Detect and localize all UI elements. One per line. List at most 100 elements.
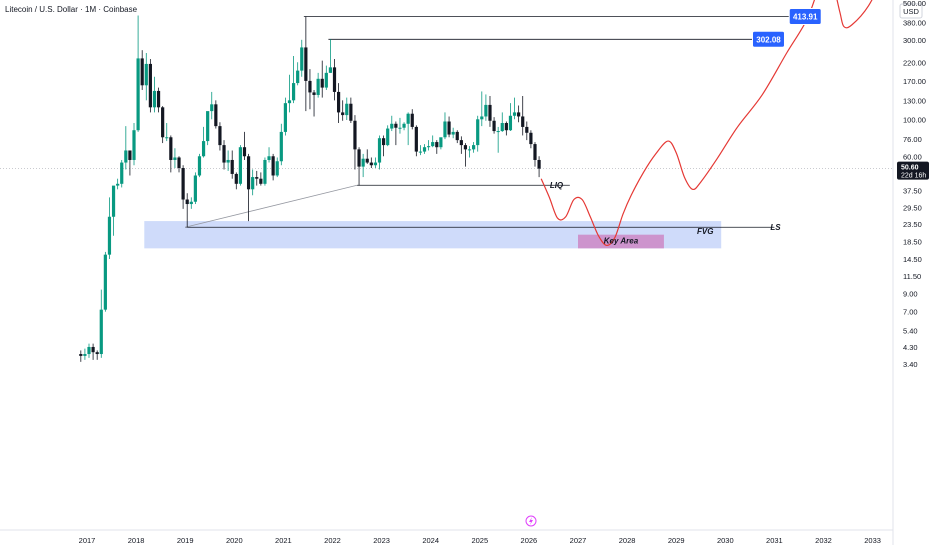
candle-body[interactable] xyxy=(238,147,242,184)
candle-body[interactable] xyxy=(365,158,369,163)
candle-body[interactable] xyxy=(279,131,283,162)
price-tag-302-08[interactable] xyxy=(751,30,785,48)
candle-body[interactable] xyxy=(197,156,202,176)
candle-body[interactable] xyxy=(533,144,537,160)
candle-body[interactable] xyxy=(218,126,222,146)
candle-body[interactable] xyxy=(349,103,353,121)
candle-body[interactable] xyxy=(422,147,427,152)
candle-body[interactable] xyxy=(193,175,197,202)
candle-body[interactable] xyxy=(357,149,361,167)
candle-body[interactable] xyxy=(312,92,316,95)
candle-body[interactable] xyxy=(521,116,525,127)
candle-body[interactable] xyxy=(455,131,459,141)
candle-body[interactable] xyxy=(316,78,320,95)
candle-body[interactable] xyxy=(467,149,472,151)
candle-body[interactable] xyxy=(398,127,402,129)
candle-body[interactable] xyxy=(472,145,476,150)
candle-body[interactable] xyxy=(263,159,267,184)
candle-body[interactable] xyxy=(161,107,165,138)
candle-body[interactable] xyxy=(124,150,128,163)
candle-body[interactable] xyxy=(537,159,541,169)
candle-body[interactable] xyxy=(177,157,181,169)
candle-body[interactable] xyxy=(373,162,378,166)
candle-body[interactable] xyxy=(230,159,234,174)
candle-body[interactable] xyxy=(165,137,169,139)
candle-body[interactable] xyxy=(443,121,447,138)
candle-body[interactable] xyxy=(500,123,504,132)
candle-body[interactable] xyxy=(463,145,468,150)
candle-body[interactable] xyxy=(99,309,103,355)
candle-body[interactable] xyxy=(152,90,157,108)
candle-body[interactable] xyxy=(308,80,312,93)
candle-body[interactable] xyxy=(267,156,271,160)
candle-body[interactable] xyxy=(300,47,304,71)
currency-box[interactable] xyxy=(899,3,923,19)
candle-body[interactable] xyxy=(242,147,247,157)
candle-body[interactable] xyxy=(504,123,508,131)
candle-body[interactable] xyxy=(234,173,238,184)
candle-body[interactable] xyxy=(386,128,390,146)
candle-body[interactable] xyxy=(128,150,132,160)
candle-body[interactable] xyxy=(226,159,230,163)
candle-body[interactable] xyxy=(447,121,451,135)
candle-body[interactable] xyxy=(382,138,386,146)
candle-body[interactable] xyxy=(144,63,148,86)
candle-body[interactable] xyxy=(103,254,107,310)
trendline[interactable] xyxy=(185,184,358,228)
candle-body[interactable] xyxy=(181,168,185,200)
candle-body[interactable] xyxy=(136,58,140,131)
candle-body[interactable] xyxy=(185,199,189,205)
candle-body[interactable] xyxy=(116,183,120,186)
candle-body[interactable] xyxy=(394,123,398,128)
candle-body[interactable] xyxy=(435,142,439,148)
candle-body[interactable] xyxy=(390,123,394,129)
candle-body[interactable] xyxy=(492,120,496,132)
candle-body[interactable] xyxy=(83,354,87,356)
candle-body[interactable] xyxy=(304,47,308,81)
candle-body[interactable] xyxy=(291,83,296,101)
candle-body[interactable] xyxy=(369,162,373,166)
candle-body[interactable] xyxy=(91,346,95,353)
projection-path[interactable] xyxy=(540,0,897,247)
candle-body[interactable] xyxy=(451,131,455,135)
candle-body[interactable] xyxy=(259,178,263,184)
candle-body[interactable] xyxy=(87,346,91,355)
candle-body[interactable] xyxy=(107,216,112,255)
candle-body[interactable] xyxy=(246,156,251,190)
candle-body[interactable] xyxy=(431,142,435,147)
candle-body[interactable] xyxy=(480,116,484,120)
candle-body[interactable] xyxy=(255,177,259,179)
candle-body[interactable] xyxy=(320,78,324,88)
candle-body[interactable] xyxy=(169,137,173,160)
candle-body[interactable] xyxy=(148,63,152,108)
candle-body[interactable] xyxy=(201,141,206,157)
candle-body[interactable] xyxy=(251,177,255,190)
candle-body[interactable] xyxy=(287,100,292,104)
candle-body[interactable] xyxy=(406,113,410,124)
candle-body[interactable] xyxy=(283,103,287,132)
current-price-box[interactable] xyxy=(897,161,929,180)
candle-body[interactable] xyxy=(173,157,177,160)
candle-body[interactable] xyxy=(222,145,226,163)
candle-body[interactable] xyxy=(140,58,144,86)
candle-body[interactable] xyxy=(529,132,533,145)
candle-body[interactable] xyxy=(496,131,500,133)
candle-body[interactable] xyxy=(353,120,357,150)
candle-body[interactable] xyxy=(79,354,83,356)
candle-body[interactable] xyxy=(402,123,406,128)
candle-body[interactable] xyxy=(332,67,337,92)
candle-body[interactable] xyxy=(156,90,161,108)
candle-body[interactable] xyxy=(488,104,492,121)
price-tag-413-91[interactable] xyxy=(788,8,822,26)
candle-body[interactable] xyxy=(210,104,214,112)
candle-body[interactable] xyxy=(517,112,521,117)
candle-body[interactable] xyxy=(120,162,124,184)
candle-body[interactable] xyxy=(206,111,210,142)
candle-body[interactable] xyxy=(484,104,488,117)
candle-body[interactable] xyxy=(512,112,517,116)
candle-body[interactable] xyxy=(336,91,341,113)
candle-body[interactable] xyxy=(275,161,279,176)
candle-body[interactable] xyxy=(328,67,333,73)
candle-body[interactable] xyxy=(476,119,480,146)
